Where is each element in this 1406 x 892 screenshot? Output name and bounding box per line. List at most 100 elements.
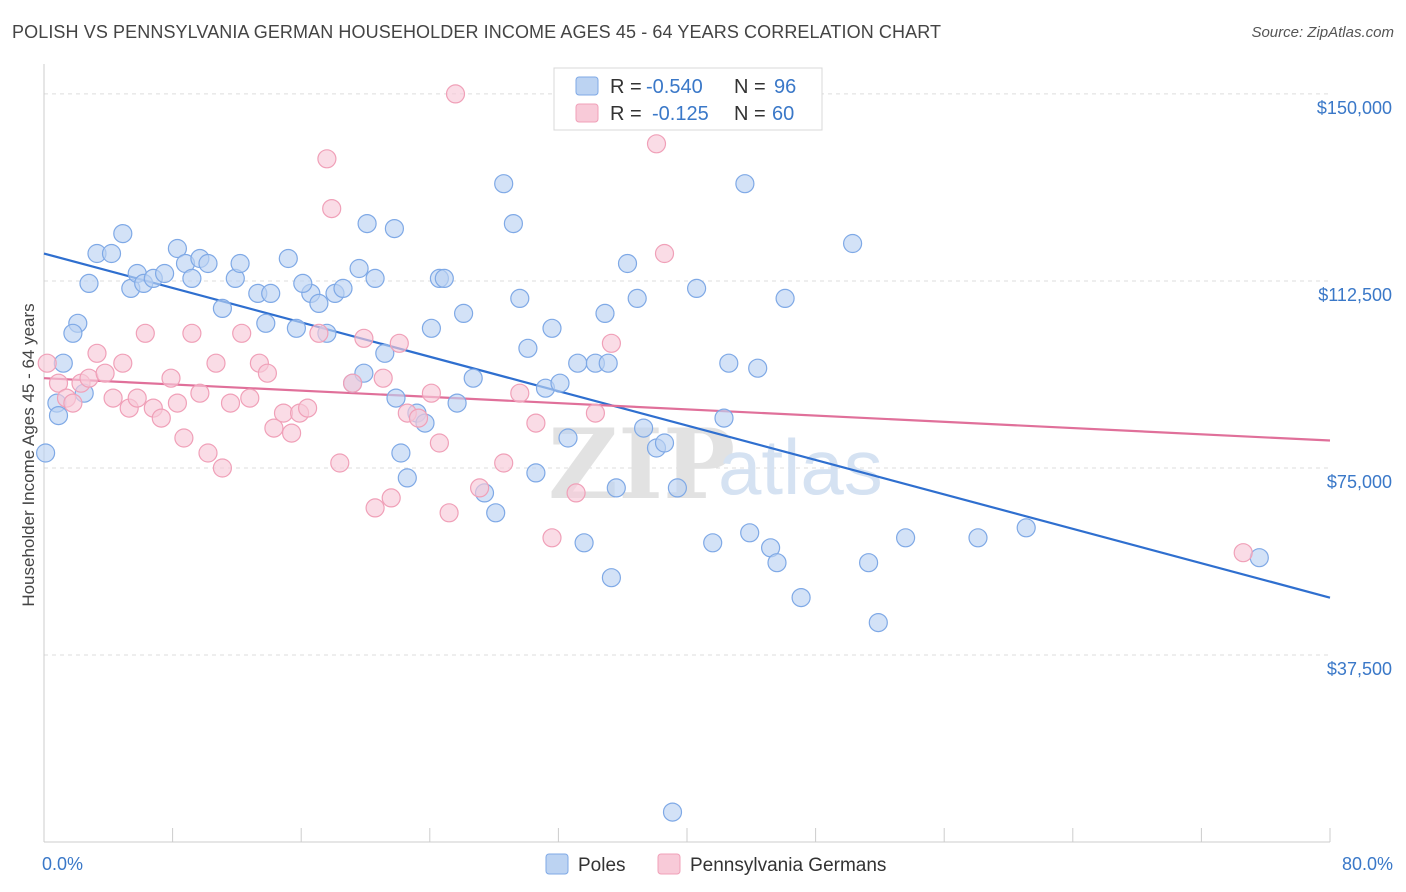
trend-line-poles: [43, 252, 1331, 599]
y-tick-label-1: $112,500: [1318, 285, 1392, 305]
point-poles-18: [198, 253, 218, 274]
point-pennsylvania-germans-33: [309, 323, 329, 343]
point-poles-35: [357, 214, 377, 234]
point-poles-78: [714, 408, 734, 428]
point-poles-53: [494, 174, 514, 194]
point-pennsylvania-germans-6: [87, 343, 107, 363]
point-poles-61: [558, 428, 578, 448]
point-poles-40: [391, 443, 411, 463]
point-pennsylvania-germans-20: [198, 443, 218, 463]
point-poles-65: [595, 303, 615, 323]
x-tick-label-max: 80.0%: [1342, 854, 1393, 874]
x-tick-labels: 0.0% 80.0%: [42, 854, 1393, 874]
y-tick-labels: $150,000 $112,500 $75,000 $37,500: [1317, 98, 1392, 679]
point-pennsylvania-germans-56: [646, 134, 667, 154]
point-poles-28: [293, 273, 313, 293]
point-poles-95: [748, 358, 768, 378]
point-poles-57: [526, 463, 546, 483]
legend-swatch-poles: [545, 853, 569, 875]
point-pennsylvania-germans-34: [317, 149, 337, 169]
point-poles-47: [434, 268, 454, 288]
point-pennsylvania-germans-55: [585, 403, 606, 423]
point-poles-88: [868, 612, 888, 633]
point-pennsylvania-germans-44: [408, 408, 429, 428]
point-poles-71: [633, 418, 654, 438]
point-poles-48: [447, 393, 467, 413]
point-pennsylvania-germans-37: [343, 373, 363, 393]
point-poles-60: [550, 373, 570, 393]
stats-n-value-pennsylvania-germans: 60: [772, 103, 794, 125]
point-pennsylvania-germans-24: [232, 323, 252, 343]
point-pennsylvania-germans-47: [445, 84, 466, 104]
point-poles-76: [686, 278, 707, 298]
trend-line-pennsylvania-germans: [43, 377, 1331, 442]
point-pennsylvania-germans-51: [510, 383, 530, 403]
point-pennsylvania-germans-48: [439, 503, 459, 523]
stats-n-value-poles: 96: [774, 76, 796, 98]
point-pennsylvania-germans-5: [79, 368, 99, 388]
point-poles-87: [858, 553, 879, 573]
point-poles-49: [454, 303, 474, 323]
point-poles-69: [617, 253, 638, 274]
point-pennsylvania-germans-50: [494, 453, 514, 473]
point-pennsylvania-germans-3: [63, 393, 83, 413]
point-poles-74: [667, 478, 688, 498]
stats-r-value-poles: -0.540: [646, 76, 703, 98]
point-pennsylvania-germans-14: [151, 408, 171, 428]
point-pennsylvania-germans-35: [322, 199, 342, 219]
point-pennsylvania-germans-29: [273, 403, 294, 423]
point-pennsylvania-germans-21: [206, 353, 226, 373]
point-pennsylvania-germans-22: [212, 458, 232, 478]
point-pennsylvania-germans-11: [127, 388, 147, 408]
point-poles-70: [627, 288, 647, 308]
point-poles-38: [375, 343, 395, 363]
point-poles-34: [349, 258, 369, 279]
point-poles-75: [662, 802, 683, 822]
y-tick-label-2: $75,000: [1327, 472, 1392, 492]
grid-lines: [44, 93, 1330, 656]
point-poles-2: [53, 353, 73, 373]
chart-title: POLISH VS PENNSYLVANIA GERMAN HOUSEHOLDE…: [12, 22, 942, 42]
point-poles-66: [598, 353, 618, 373]
point-pennsylvania-germans-45: [421, 383, 441, 403]
stats-r-value-pennsylvania-germans: -0.125: [652, 103, 709, 125]
point-poles-39: [386, 388, 406, 408]
point-poles-91: [1016, 518, 1036, 538]
chart-source: Source: ZipAtlas.com: [1251, 24, 1394, 41]
point-poles-41: [397, 468, 417, 488]
point-pennsylvania-germans-28: [264, 418, 284, 438]
point-poles-19: [212, 298, 232, 318]
point-pennsylvania-germans-54: [566, 483, 586, 503]
point-pennsylvania-germans-36: [330, 453, 350, 473]
point-poles-79: [719, 353, 739, 373]
point-pennsylvania-germans-46: [429, 433, 449, 453]
point-pennsylvania-germans-32: [298, 398, 318, 418]
point-pennsylvania-germans-57: [654, 243, 675, 264]
stats-r-label-poles: R =: [610, 76, 642, 98]
point-pennsylvania-germans-27: [257, 363, 277, 383]
point-poles-86: [842, 233, 863, 254]
point-pennsylvania-germans-42: [389, 333, 409, 353]
point-poles-80: [735, 174, 755, 194]
legend-swatch-pennsylvania-germans: [657, 853, 681, 875]
point-pennsylvania-germans-16: [167, 393, 187, 413]
legend-label-pennsylvania-germans: Pennsylvania Germans: [690, 855, 886, 876]
point-poles-83: [767, 553, 787, 573]
point-poles-84: [775, 288, 795, 308]
point-pennsylvania-germans-39: [365, 498, 385, 518]
point-pennsylvania-germans-1: [48, 373, 69, 393]
point-poles-4: [63, 323, 83, 343]
point-poles-92: [1249, 548, 1269, 568]
point-poles-0: [35, 443, 56, 463]
point-pennsylvania-germans-30: [282, 423, 302, 443]
point-poles-90: [968, 528, 988, 548]
point-poles-14: [167, 238, 187, 259]
point-pennsylvania-germans-9: [113, 353, 133, 373]
point-pennsylvania-germans-25: [240, 388, 260, 408]
point-poles-68: [601, 568, 622, 588]
point-poles-77: [703, 533, 723, 553]
stats-r-label-pennsylvania-germans: R =: [610, 103, 642, 125]
point-poles-59: [542, 318, 562, 338]
point-pennsylvania-germans-18: [182, 323, 202, 343]
